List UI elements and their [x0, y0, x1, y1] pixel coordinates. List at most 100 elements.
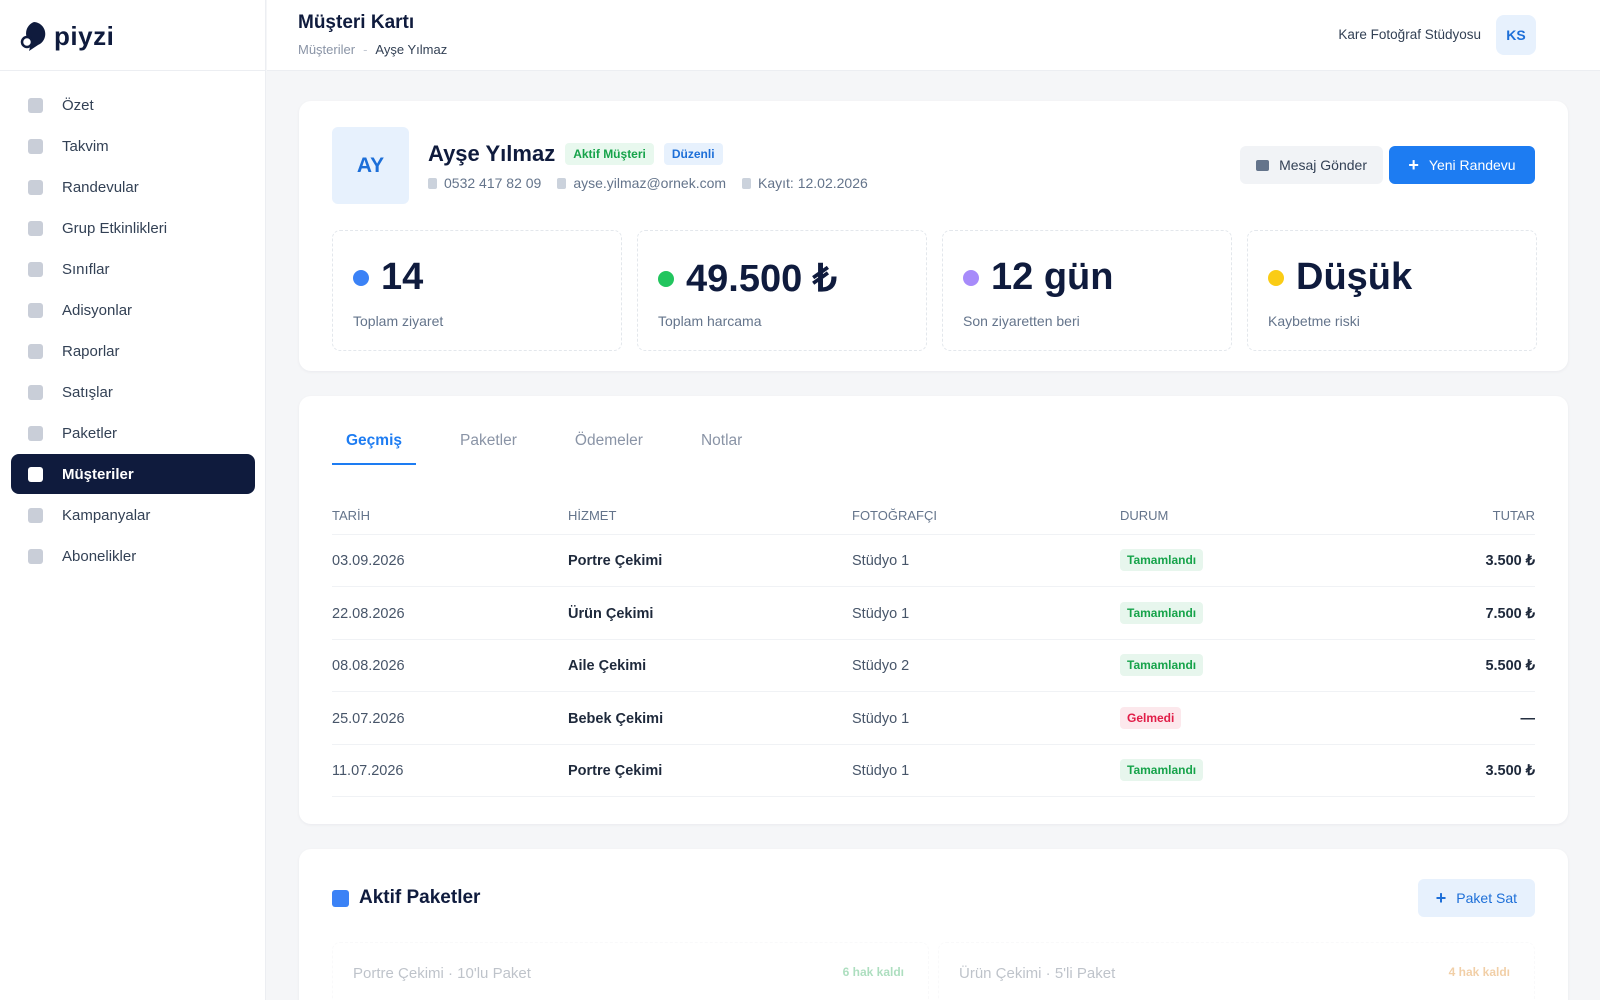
tabs: Geçmiş Paketler Ödemeler Notlar	[332, 432, 786, 465]
stat-card: 49.500 ₺ Toplam harcama	[637, 230, 927, 351]
crumb[interactable]: Müşteriler	[298, 42, 356, 57]
cell: Stüdyo 2	[852, 658, 910, 674]
cell: Stüdyo 1	[852, 605, 910, 622]
nav-item[interactable]: Sınıflar	[11, 249, 255, 289]
column-header: HİZMET	[568, 508, 617, 523]
nav-label: Grup Etkinlikleri	[62, 219, 168, 237]
cell: Stüdyo 1	[852, 710, 910, 727]
nav-item[interactable]: Raporlar	[11, 331, 255, 371]
sell-package-button[interactable]: Paket Sat	[1417, 879, 1535, 917]
cell: 3.500 ₺	[1485, 553, 1535, 569]
nav-item[interactable]: Özet	[11, 85, 255, 125]
cell: Stüdyo 1	[852, 763, 910, 779]
nav: Özet Takvim Randevular Grup Etkinlikleri Sın…	[11, 85, 255, 577]
nav-icon	[28, 425, 43, 441]
stat-value: 14	[353, 256, 423, 299]
stat-label: Toplam ziyaret	[353, 313, 444, 329]
stat-label: Kaybetme riski	[1268, 313, 1360, 329]
cell: 25.07.2026	[332, 710, 405, 727]
nav-label: Randevular	[62, 178, 139, 196]
cell: 08.08.2026	[332, 658, 405, 674]
sidebar: piyzi Özet Takvim Randevular Grup Etkinlikl…	[0, 0, 266, 1000]
table-row[interactable]: 08.08.2026 Aile Çekimi Stüdyo 2 Tamamlandı 5…	[332, 640, 1535, 692]
stat-card: Düşük Kaybetme riski	[1247, 230, 1537, 351]
status-badge: Düzenli	[663, 143, 723, 165]
nav-item[interactable]: Randevular	[11, 167, 255, 207]
cell: Portre Çekimi	[568, 763, 663, 779]
nav-icon	[28, 261, 43, 277]
table-header: TARİH HİZMET FOTOĞRAFÇI DURUM TUTAR	[332, 508, 1535, 535]
cell: Bebek Çekimi	[568, 710, 664, 727]
status-badge: Gelmedi	[1120, 706, 1182, 729]
button-label: Yeni Randevu	[1428, 157, 1516, 173]
cell: Stüdyo 1	[852, 553, 910, 569]
stat-icon	[963, 269, 979, 286]
cell: —	[1520, 710, 1536, 727]
table-row[interactable]: 25.07.2026 Bebek Çekimi Stüdyo 1 Gelmedi —	[332, 693, 1535, 745]
customer-avatar: AY	[332, 127, 409, 204]
column-header: DURUM	[1120, 508, 1169, 523]
logo[interactable]: piyzi	[18, 18, 114, 54]
button-label: Paket Sat	[1456, 890, 1517, 906]
tab[interactable]: Geçmiş	[332, 432, 417, 465]
tab[interactable]: Ödemeler	[574, 432, 643, 449]
history-card: Geçmiş Paketler Ödemeler Notlar TARİH HİZMET…	[299, 396, 1568, 824]
package-card[interactable]: Portre Çekimi · 10'lu Paket 6 hak kaldı	[332, 942, 929, 1000]
stat-number: Düşük	[1296, 256, 1413, 298]
nav-icon	[28, 466, 43, 482]
nav-item[interactable]: Kampanyalar	[11, 495, 255, 535]
nav-item[interactable]: Paketler	[11, 413, 255, 453]
nav-icon	[28, 384, 43, 400]
cell: 3.500 ₺	[1485, 763, 1535, 779]
table-row[interactable]: 03.09.2026 Portre Çekimi Stüdyo 1 Tamamland…	[332, 535, 1535, 587]
send-message-button[interactable]: Mesaj Gönder	[1240, 146, 1383, 184]
nav-icon	[28, 220, 43, 236]
table-row[interactable]: 22.08.2026 Ürün Çekimi Stüdyo 1 Tamamlandı 7…	[332, 588, 1535, 640]
nav-item[interactable]: Adisyonlar	[11, 290, 255, 330]
stats: 14 Toplam ziyaret 49.500 ₺ Toplam harcama 12…	[332, 230, 1537, 351]
nav-label: Satışlar	[62, 383, 113, 401]
stat-number: 49.500 ₺	[686, 258, 837, 300]
nav-label: Takvim	[62, 137, 109, 155]
email: ayse.yilmaz@ornek.com	[557, 175, 726, 191]
nav-icon	[28, 507, 43, 523]
nav-item[interactable]: Satışlar	[11, 372, 255, 412]
status-badge: Aktif Müşteri	[565, 143, 654, 165]
customer-header: Ayşe Yılmaz Aktif Müşteri Düzenli	[428, 141, 723, 167]
package-name: Portre Çekimi · 10'lu Paket	[353, 965, 531, 982]
nav-icon	[28, 302, 43, 318]
nav-label: Abonelikler	[62, 547, 137, 565]
contact-info: 0532 417 82 09 ayse.yilmaz@ornek.com Kay…	[428, 175, 868, 191]
stat-number: 12 gün	[991, 256, 1114, 298]
stat-value: 49.500 ₺	[658, 256, 837, 301]
stat-icon	[353, 269, 369, 286]
nav-icon	[28, 179, 43, 195]
customer-name: Ayşe Yılmaz	[428, 141, 556, 166]
nav-label: Özet	[62, 96, 94, 114]
status-badge: Tamamlandı	[1120, 601, 1204, 624]
cell: 7.500 ₺	[1485, 605, 1535, 622]
nav-icon	[28, 97, 43, 113]
customer-card: AY Ayşe Yılmaz Aktif Müşteri Düzenli 0532 …	[299, 101, 1568, 371]
tab[interactable]: Paketler	[460, 432, 517, 449]
nav-item[interactable]: Müşteriler	[11, 454, 255, 494]
packages-card: Aktif Paketler Paket Sat Portre Çekimi ·…	[299, 849, 1568, 1000]
studio-name: Kare Fotoğraf Stüdyosu	[1338, 27, 1481, 42]
table-row[interactable]: 11.07.2026 Portre Çekimi Stüdyo 1 Tamamland…	[332, 745, 1535, 797]
nav-label: Paketler	[62, 424, 118, 442]
nav-item[interactable]: Grup Etkinlikleri	[11, 208, 255, 248]
tab[interactable]: Notlar	[700, 432, 743, 449]
package-remaining: 4 hak kaldı	[1448, 965, 1510, 979]
column-header: TUTAR	[1492, 508, 1535, 523]
nav-item[interactable]: Abonelikler	[11, 536, 255, 576]
new-appointment-button[interactable]: Yeni Randevu	[1389, 146, 1535, 184]
crumb-sep: -	[363, 42, 368, 57]
user-avatar[interactable]: KS	[1496, 15, 1536, 55]
nav-item[interactable]: Takvim	[11, 126, 255, 166]
cell: Aile Çekimi	[568, 658, 647, 674]
nav-icon	[28, 138, 43, 154]
package-card[interactable]: Ürün Çekimi · 5'li Paket 4 hak kaldı	[938, 942, 1535, 1000]
logo-mark	[20, 22, 46, 51]
cell: 11.07.2026	[332, 763, 404, 779]
